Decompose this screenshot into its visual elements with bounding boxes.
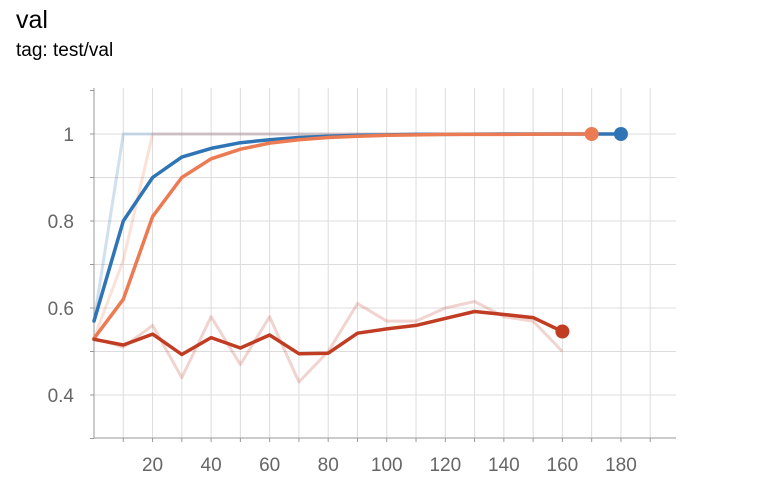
x-tick-label: 120 (429, 455, 461, 476)
smoothed-line-2 (92, 309, 565, 357)
raw-line-1 (92, 132, 592, 339)
series-end-marker-2[interactable] (555, 324, 570, 339)
x-tick-label: 100 (371, 455, 403, 476)
y-tick-label: 0.6 (48, 299, 74, 320)
x-tick-label: 140 (488, 455, 520, 476)
grid (94, 88, 676, 438)
smoothed-series (92, 132, 623, 357)
x-tick-label: 20 (142, 455, 163, 476)
series-end-marker-1[interactable] (584, 127, 599, 141)
x-tick-label: 40 (201, 455, 222, 476)
series-end-markers (555, 127, 628, 339)
chart-tag: tag: test/val (16, 40, 114, 61)
tick-labels: 20 40 60 80 100 120 140 160 180 0.4 0.6 0.8 1 (48, 125, 637, 476)
smoothed-line-1 (92, 132, 594, 341)
x-tick-label: 160 (547, 455, 579, 476)
y-tick-label: 0.8 (48, 212, 74, 233)
axes (90, 88, 676, 442)
x-tick-label: 60 (259, 455, 280, 476)
y-tick-label: 1 (63, 125, 74, 146)
chart-title: val (16, 6, 48, 34)
raw-line-0 (92, 132, 621, 322)
series-end-marker-0[interactable] (613, 127, 628, 141)
x-tick-label: 80 (318, 455, 339, 476)
x-tick-label: 180 (605, 455, 637, 476)
y-tick-label: 0.4 (48, 386, 75, 407)
